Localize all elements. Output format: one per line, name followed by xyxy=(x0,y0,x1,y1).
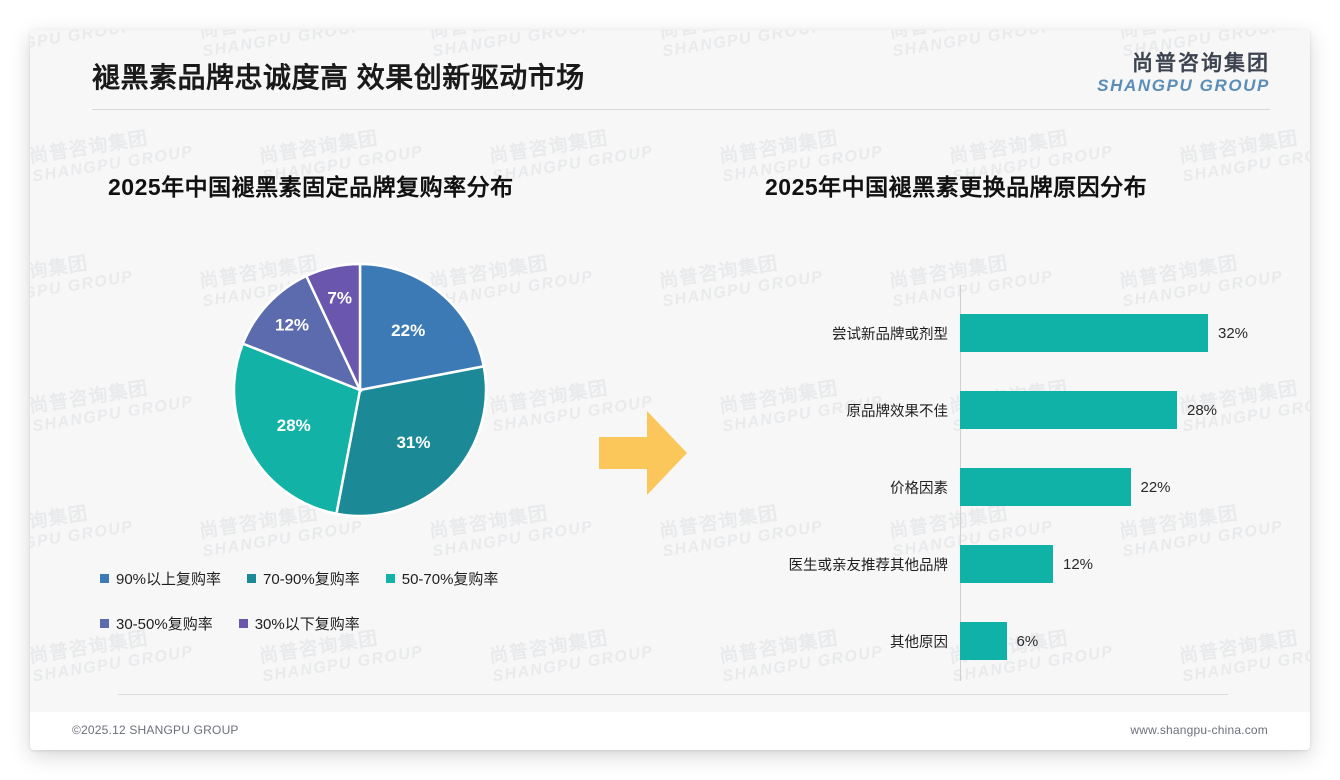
logo-chinese-text: 尚普咨询集团 xyxy=(1132,52,1270,75)
bar-value-label: 22% xyxy=(1140,478,1171,496)
legend-swatch-icon xyxy=(100,619,109,628)
logo-english-text: SHANGPU GROUP xyxy=(1097,76,1270,96)
legend-item[interactable]: 50-70%复购率 xyxy=(385,568,499,589)
bar-row[interactable]: 其他原因 6% xyxy=(730,622,1290,660)
pie-slice-label: 31% xyxy=(396,433,430,452)
bar-value-label: 32% xyxy=(1218,324,1249,342)
bar-fill[interactable] xyxy=(960,622,1007,660)
right-arrow-icon xyxy=(597,405,689,506)
bar-fill[interactable] xyxy=(960,391,1177,429)
bar-fill[interactable] xyxy=(960,468,1131,506)
bar-row[interactable]: 医生或亲友推荐其他品牌 12% xyxy=(730,545,1290,583)
pie-slice[interactable] xyxy=(334,364,488,518)
pie-chart-legend: 90%以上复购率 70-90%复购率 50-70%复购率 30-50%复购率 30%以… xyxy=(100,568,640,658)
bar-fill[interactable] xyxy=(960,314,1208,352)
bar-value-label: 28% xyxy=(1187,401,1218,419)
bar-category-label: 原品牌效果不佳 xyxy=(846,403,949,420)
pie-slice-label: 28% xyxy=(277,416,311,435)
legend-label: 50-70%复购率 xyxy=(401,571,499,588)
bar-row[interactable]: 原品牌效果不佳 28% xyxy=(730,391,1290,429)
footer-copyright: ©2025.12 SHANGPU GROUP xyxy=(72,723,239,737)
pie-slice[interactable] xyxy=(358,262,486,392)
bar-chart: 尝试新品牌或剂型 32% 原品牌效果不佳 28% 价格因素 22% 医生或亲友推荐其他品牌 1… xyxy=(730,285,1290,685)
footnote-divider xyxy=(118,694,1228,695)
pie-chart-title: 2025年中国褪黑素固定品牌复购率分布 xyxy=(108,174,514,200)
pie-chart-svg: 22% 31% 28% 12% 7% xyxy=(232,262,488,518)
legend-swatch-icon xyxy=(385,574,395,583)
bar-value-label: 6% xyxy=(1016,632,1039,650)
legend-swatch-icon xyxy=(100,574,109,583)
bar-category-label: 其他原因 xyxy=(890,634,948,651)
brand-logo: 尚普咨询集团 SHANGPU GROUP xyxy=(1097,52,1270,97)
pie-slice-label: 7% xyxy=(327,288,352,307)
footer-website[interactable]: www.shangpu-china.com xyxy=(1130,723,1268,737)
legend-item[interactable]: 30-50%复购率 xyxy=(100,613,213,634)
legend-swatch-icon xyxy=(247,574,257,583)
legend-item[interactable]: 30%以下复购率 xyxy=(238,613,360,634)
legend-item[interactable]: 90%以上复购率 xyxy=(100,568,221,589)
bar-row[interactable]: 价格因素 22% xyxy=(730,468,1290,506)
bar-row[interactable]: 尝试新品牌或剂型 32% xyxy=(730,314,1290,352)
legend-item[interactable]: 70-90%复购率 xyxy=(247,568,360,589)
legend-label: 30%以下复购率 xyxy=(254,616,360,633)
legend-row-1: 90%以上复购率 70-90%复购率 50-70%复购率 xyxy=(100,568,640,589)
bar-category-label: 医生或亲友推荐其他品牌 xyxy=(788,557,949,574)
pie-slice[interactable] xyxy=(304,262,362,391)
legend-label: 70-90%复购率 xyxy=(263,571,360,588)
bar-fill[interactable] xyxy=(960,545,1053,583)
pie-slice-label: 22% xyxy=(391,321,425,340)
bar-value-label: 12% xyxy=(1063,555,1094,573)
page-title: 褪黑素品牌忠诚度高 效果创新驱动市场 xyxy=(92,62,585,93)
pie-chart: 22% 31% 28% 12% 7% xyxy=(100,260,620,590)
legend-swatch-icon xyxy=(238,619,248,628)
bar-chart-title: 2025年中国褪黑素更换品牌原因分布 xyxy=(765,174,1148,200)
pie-slice[interactable] xyxy=(241,274,363,393)
pie-slice[interactable] xyxy=(232,341,362,516)
bar-category-label: 尝试新品牌或剂型 xyxy=(832,326,948,343)
header-divider xyxy=(92,109,1270,110)
legend-label: 30-50%复购率 xyxy=(116,616,213,633)
legend-label: 90%以上复购率 xyxy=(116,571,222,588)
pie-slice-label: 12% xyxy=(275,316,309,335)
slide-footer: ©2025.12 SHANGPU GROUP www.shangpu-china… xyxy=(30,712,1310,750)
bar-category-label: 价格因素 xyxy=(890,480,948,497)
slide-header: 褪黑素品牌忠诚度高 效果创新驱动市场 尚普咨询集团 SHANGPU GROUP xyxy=(30,30,1310,112)
legend-row-2: 30-50%复购率 30%以下复购率 xyxy=(100,613,640,634)
